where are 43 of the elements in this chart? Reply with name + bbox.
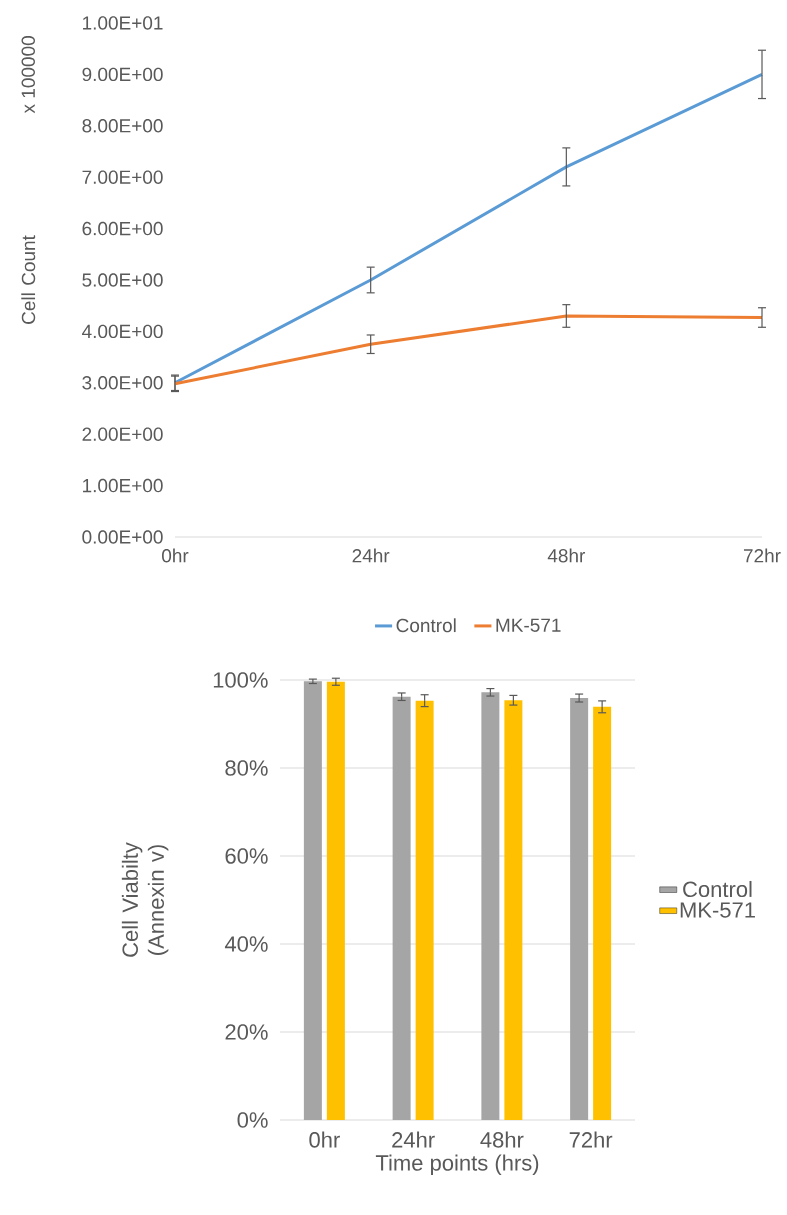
text: x 100000 (21, 36, 35, 114)
x-tick-label: 72hr (569, 1131, 613, 1148)
x-axis-title: Time points (hrs) (375, 1154, 539, 1176)
bar (415, 700, 434, 1120)
y-tick-label: 3.00E+00 (82, 376, 163, 390)
y-axis-title: Cell Count (21, 235, 36, 324)
y-tick-label: 7.00E+00 (82, 170, 163, 184)
legend-label: Control (683, 880, 752, 898)
legend-label: MK-571 (680, 902, 755, 918)
bar (326, 681, 345, 1120)
y-tick-label: 80% (225, 760, 268, 776)
bar (392, 696, 411, 1120)
x-tick-label: 24hr (392, 1131, 435, 1148)
y-tick-label: 9.00E+00 (82, 67, 163, 82)
y-tick-label: 1.00E+00 (83, 478, 163, 493)
bar (570, 698, 589, 1120)
y-tick-label: 2.00E+00 (82, 427, 163, 441)
x-tick-label: 24hr (352, 548, 390, 563)
x-tick-label: 72hr (743, 548, 781, 563)
legend-label: MK-571 (496, 618, 561, 632)
y-tick-label: 4.00E+00 (82, 324, 163, 339)
y-tick-label: 8.00E+00 (82, 119, 163, 133)
y-tick-label: 20% (225, 1024, 268, 1040)
line-series (173, 314, 764, 386)
y-tick-label: 5.00E+00 (82, 273, 163, 287)
x-tick-label: 0hr (162, 548, 189, 563)
legend-label: Control (396, 618, 456, 633)
x-tick-label: 48hr (480, 1131, 524, 1148)
bar (504, 700, 523, 1120)
y-tick-label: 60% (225, 848, 268, 864)
y-axis-title: Cell Viabilty (Annexin v) (121, 842, 169, 957)
y-tick-label: 100% (213, 672, 268, 688)
y-tick-label: 0% (237, 1112, 268, 1128)
y-tick-label: 0.00E+00 (82, 530, 163, 544)
x-tick-label: 0hr (309, 1131, 340, 1148)
y-tick-label: 1.00E+01 (83, 16, 163, 30)
x-tick-label: 48hr (547, 548, 586, 563)
bar (303, 681, 322, 1120)
y-tick-label: 40% (224, 936, 268, 952)
line-series (173, 72, 764, 385)
bar (481, 692, 500, 1120)
y-tick-label: 6.00E+00 (82, 221, 163, 236)
bar (593, 706, 612, 1120)
